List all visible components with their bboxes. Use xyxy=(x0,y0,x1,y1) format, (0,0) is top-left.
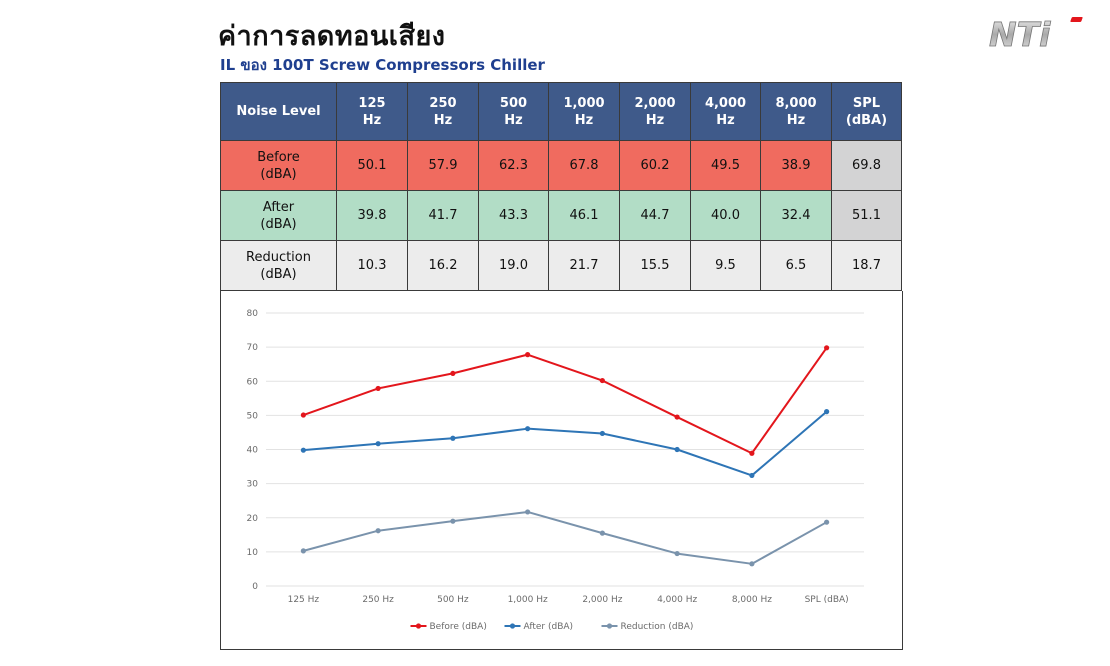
data-point xyxy=(375,441,381,447)
x-tick-label: 4,000 Hz xyxy=(657,595,697,605)
table-cell: 67.8 xyxy=(548,140,620,191)
table-cell-spl: 18.7 xyxy=(831,240,902,291)
table-cell: 46.1 xyxy=(548,190,620,241)
data-point xyxy=(525,352,531,358)
table-cell: 16.2 xyxy=(407,240,479,291)
y-tick-label: 50 xyxy=(247,411,259,421)
table-cell: 32.4 xyxy=(760,190,832,241)
data-point xyxy=(599,530,605,536)
table-cell: 40.0 xyxy=(690,190,761,241)
data-point xyxy=(599,377,605,384)
data-point xyxy=(674,446,680,453)
x-tick-label: 1,000 Hz xyxy=(508,595,548,605)
x-tick-label: 125 Hz xyxy=(288,595,320,605)
data-point xyxy=(599,430,605,437)
data-point xyxy=(375,385,381,392)
data-point xyxy=(749,472,755,479)
table-cell: 57.9 xyxy=(407,140,479,191)
y-tick-label: 20 xyxy=(247,514,259,524)
line-chart-panel: 0 10 20 30 40 50 60 70 80 125 Hz 250 Hz 500 Hz 1,000… xyxy=(220,291,903,650)
x-tick-label: SPL (dBA) xyxy=(805,595,849,605)
data-point xyxy=(824,409,830,415)
table-cell: 21.7 xyxy=(548,240,620,291)
data-point xyxy=(749,561,755,567)
data-point xyxy=(824,519,830,525)
series-line xyxy=(303,510,828,565)
row-label: Before (dBA) xyxy=(220,140,337,191)
table-row-before: Before (dBA) 50.1 57.9 62.3 67.8 60.2 49.… xyxy=(220,140,902,191)
page-subtitle: IL ของ 100T Screw Compressors Chiller xyxy=(220,56,545,74)
table-cell: 38.9 xyxy=(760,140,832,191)
x-tick-label: 250 Hz xyxy=(362,595,394,605)
legend-label: Reduction (dBA) xyxy=(621,622,694,632)
data-point xyxy=(674,414,680,420)
svg-text:NTi: NTi xyxy=(989,15,1051,52)
x-tick-label: 2,000 Hz xyxy=(582,595,622,605)
table-cell-spl: 69.8 xyxy=(831,140,902,191)
data-point xyxy=(525,426,531,432)
legend-marker xyxy=(509,623,516,629)
table-cell: 50.1 xyxy=(336,140,408,191)
line-chart: 0 10 20 30 40 50 60 70 80 125 Hz 250 Hz 500 Hz 1,000… xyxy=(247,309,864,632)
column-header: 125 Hz xyxy=(336,82,408,141)
legend-marker xyxy=(606,623,613,629)
series-line xyxy=(303,347,828,455)
data-point xyxy=(375,528,381,534)
y-tick-label: 30 xyxy=(247,480,259,490)
column-header: 4,000 Hz xyxy=(690,82,761,141)
table-cell: 6.5 xyxy=(760,240,832,291)
data-point xyxy=(674,550,680,557)
table-cell: 41.7 xyxy=(407,190,479,241)
column-header: 250 Hz xyxy=(407,82,479,141)
table-row-after: After (dBA) 39.8 41.7 43.3 46.1 44.7 40.0… xyxy=(220,190,902,241)
corner-header: Noise Level xyxy=(220,82,337,141)
data-point xyxy=(824,345,830,351)
table-row-reduction: Reduction (dBA) 10.3 16.2 19.0 21.7 15.5 … xyxy=(220,240,902,291)
noise-level-table: Noise Level 125 Hz 250 Hz 500 Hz 1,000 Hz 2,… xyxy=(220,82,902,291)
y-tick-label: 10 xyxy=(247,548,259,558)
column-header: 2,000 Hz xyxy=(619,82,691,141)
column-header: 1,000 Hz xyxy=(548,82,620,141)
table-cell: 60.2 xyxy=(619,140,691,191)
legend-label: Before (dBA) xyxy=(430,622,487,632)
table-cell: 49.5 xyxy=(690,140,761,191)
x-tick-label: 500 Hz xyxy=(437,595,469,605)
table-cell: 39.8 xyxy=(336,190,408,241)
data-point xyxy=(300,447,306,453)
table-cell: 43.3 xyxy=(478,190,549,241)
data-point xyxy=(450,370,456,377)
data-point xyxy=(300,412,306,418)
data-point xyxy=(450,518,456,524)
column-header: 8,000 Hz xyxy=(760,82,832,141)
table-cell: 19.0 xyxy=(478,240,549,291)
y-tick-label: 80 xyxy=(247,309,259,319)
y-tick-label: 60 xyxy=(247,377,259,387)
y-tick-label: 0 xyxy=(252,582,258,592)
nti-logo: NTi xyxy=(989,15,1083,52)
data-point xyxy=(450,435,456,441)
table-cell-spl: 51.1 xyxy=(831,190,902,241)
data-point xyxy=(749,450,755,456)
y-tick-label: 40 xyxy=(247,446,259,456)
x-tick-label: 8,000 Hz xyxy=(732,595,772,605)
table-cell: 9.5 xyxy=(690,240,761,291)
legend-label: After (dBA) xyxy=(524,622,574,632)
page-title: ค่าการลดทอนเสียง xyxy=(218,21,446,52)
column-header: SPL (dBA) xyxy=(831,82,902,141)
table-header-row: Noise Level 125 Hz 250 Hz 500 Hz 1,000 Hz 2,… xyxy=(220,82,902,141)
y-tick-label: 70 xyxy=(247,343,259,353)
column-header: 500 Hz xyxy=(478,82,549,141)
table-cell: 62.3 xyxy=(478,140,549,191)
legend-marker xyxy=(415,623,422,629)
row-label: Reduction (dBA) xyxy=(220,240,337,291)
row-label: After (dBA) xyxy=(220,190,337,241)
data-point xyxy=(300,548,306,554)
table-cell: 15.5 xyxy=(619,240,691,291)
table-cell: 10.3 xyxy=(336,240,408,291)
table-cell: 44.7 xyxy=(619,190,691,241)
data-point xyxy=(525,509,531,515)
series-line xyxy=(303,410,828,477)
